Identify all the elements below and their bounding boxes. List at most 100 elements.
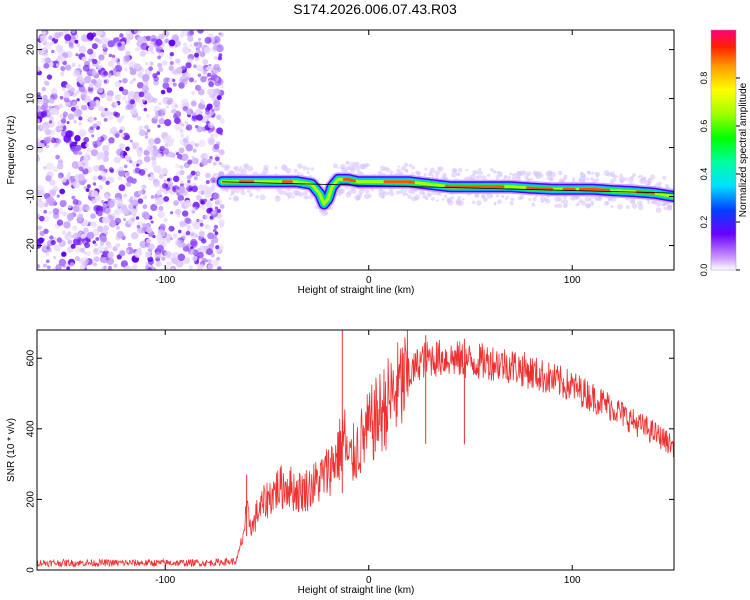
trace-halo-dot [654,200,658,204]
noise-dot [191,157,198,164]
trace-halo-dot [595,178,600,182]
noise-dot [188,265,193,270]
noise-dot [78,151,83,156]
noise-dot [70,179,74,183]
noise-dot [172,82,177,87]
trace-halo-dot [263,164,269,170]
noise-dot [59,95,64,100]
noise-dot [107,72,112,77]
noise-dot [48,120,53,124]
noise-dot [92,175,98,181]
noise-dot [60,66,66,71]
noise-dot [56,138,62,144]
trace-halo-dot [397,165,400,168]
noise-dot [114,133,120,139]
trace-halo-dot [587,170,591,175]
noise-dot [70,243,76,249]
noise-dot [149,61,154,66]
noise-dot [212,161,217,166]
trace-halo-dot [584,196,591,203]
noise-dot [129,139,133,143]
trace-halo-dot [619,173,624,178]
noise-dot [193,79,198,84]
trace-halo-dot [259,194,266,201]
trace-halo-dot [581,200,587,206]
noise-dot [147,267,152,270]
noise-dot [125,100,129,104]
noise-dot [185,144,193,152]
noise-dot [114,81,121,88]
noise-dot [45,259,50,264]
noise-dot [211,95,217,102]
noise-dot [103,79,108,84]
noise-dot [43,47,47,51]
trace-hot-segment [578,187,611,192]
noise-dot [117,42,122,47]
noise-dot [92,182,97,186]
trace-halo-dot [524,175,529,180]
trace-halo-dot [644,179,651,186]
noise-dot [172,233,177,238]
noise-dot [114,217,122,225]
noise-dot [73,238,81,246]
noise-dot [189,43,193,48]
noise-dot [205,201,213,209]
trace-halo-dot [465,168,468,172]
noise-dot [63,96,70,103]
noise-dot [154,115,159,120]
noise-dot [191,100,197,107]
noise-dot [37,225,42,231]
snr-panel: -100 0 100 0 200 400 600 Height of straight l… [6,329,675,596]
noise-dot [184,121,189,125]
noise-dot [81,257,89,265]
noise-dot [116,148,124,156]
noise-dot [116,61,121,66]
noise-dot [78,166,84,172]
noise-dot [55,156,60,160]
trace-halo-dot [291,195,295,199]
noise-dot [166,178,171,182]
noise-dot [37,98,44,105]
trace-halo-dot [248,192,254,198]
noise-dot [43,209,47,214]
noise-dot [134,47,139,52]
noise-dot [37,118,41,124]
noise-dot [53,144,58,148]
noise-dot [151,51,155,55]
noise-dot [56,219,64,226]
noise-dot [139,50,146,58]
trace-halo-dot [571,198,574,201]
noise-dot [116,231,125,239]
trace-halo-dot [355,165,361,171]
noise-dot [108,61,114,67]
x-tick-label: 0 [366,275,372,286]
x-tick-label: 100 [564,275,581,286]
noise-dot [123,218,126,221]
trace-halo-dot [308,195,314,200]
noise-dot [209,155,213,160]
trace-halo-dot [606,173,610,177]
noise-dot [170,267,175,270]
noise-dot [103,150,110,157]
noise-dot [123,193,128,198]
x-tick-label: 100 [564,575,581,586]
noise-dot [136,224,141,229]
trace-halo-dot [428,173,431,176]
noise-dot [167,181,174,188]
noise-dot [214,156,220,162]
noise-dot [83,227,89,233]
noise-dot [100,170,107,177]
noise-dot [136,116,142,121]
trace-halo-dot [656,201,662,207]
trace-halo-dot [478,168,482,172]
noise-dot [42,263,47,268]
noise-dot [162,30,170,37]
noise-dot [64,40,69,44]
trace-halo-dot [405,189,408,192]
snr-y-label: SNR (10 * v/v) [6,418,17,482]
noise-dot [94,86,98,91]
noise-dot [198,140,206,147]
noise-dot [93,117,97,121]
noise-dot [72,69,81,78]
